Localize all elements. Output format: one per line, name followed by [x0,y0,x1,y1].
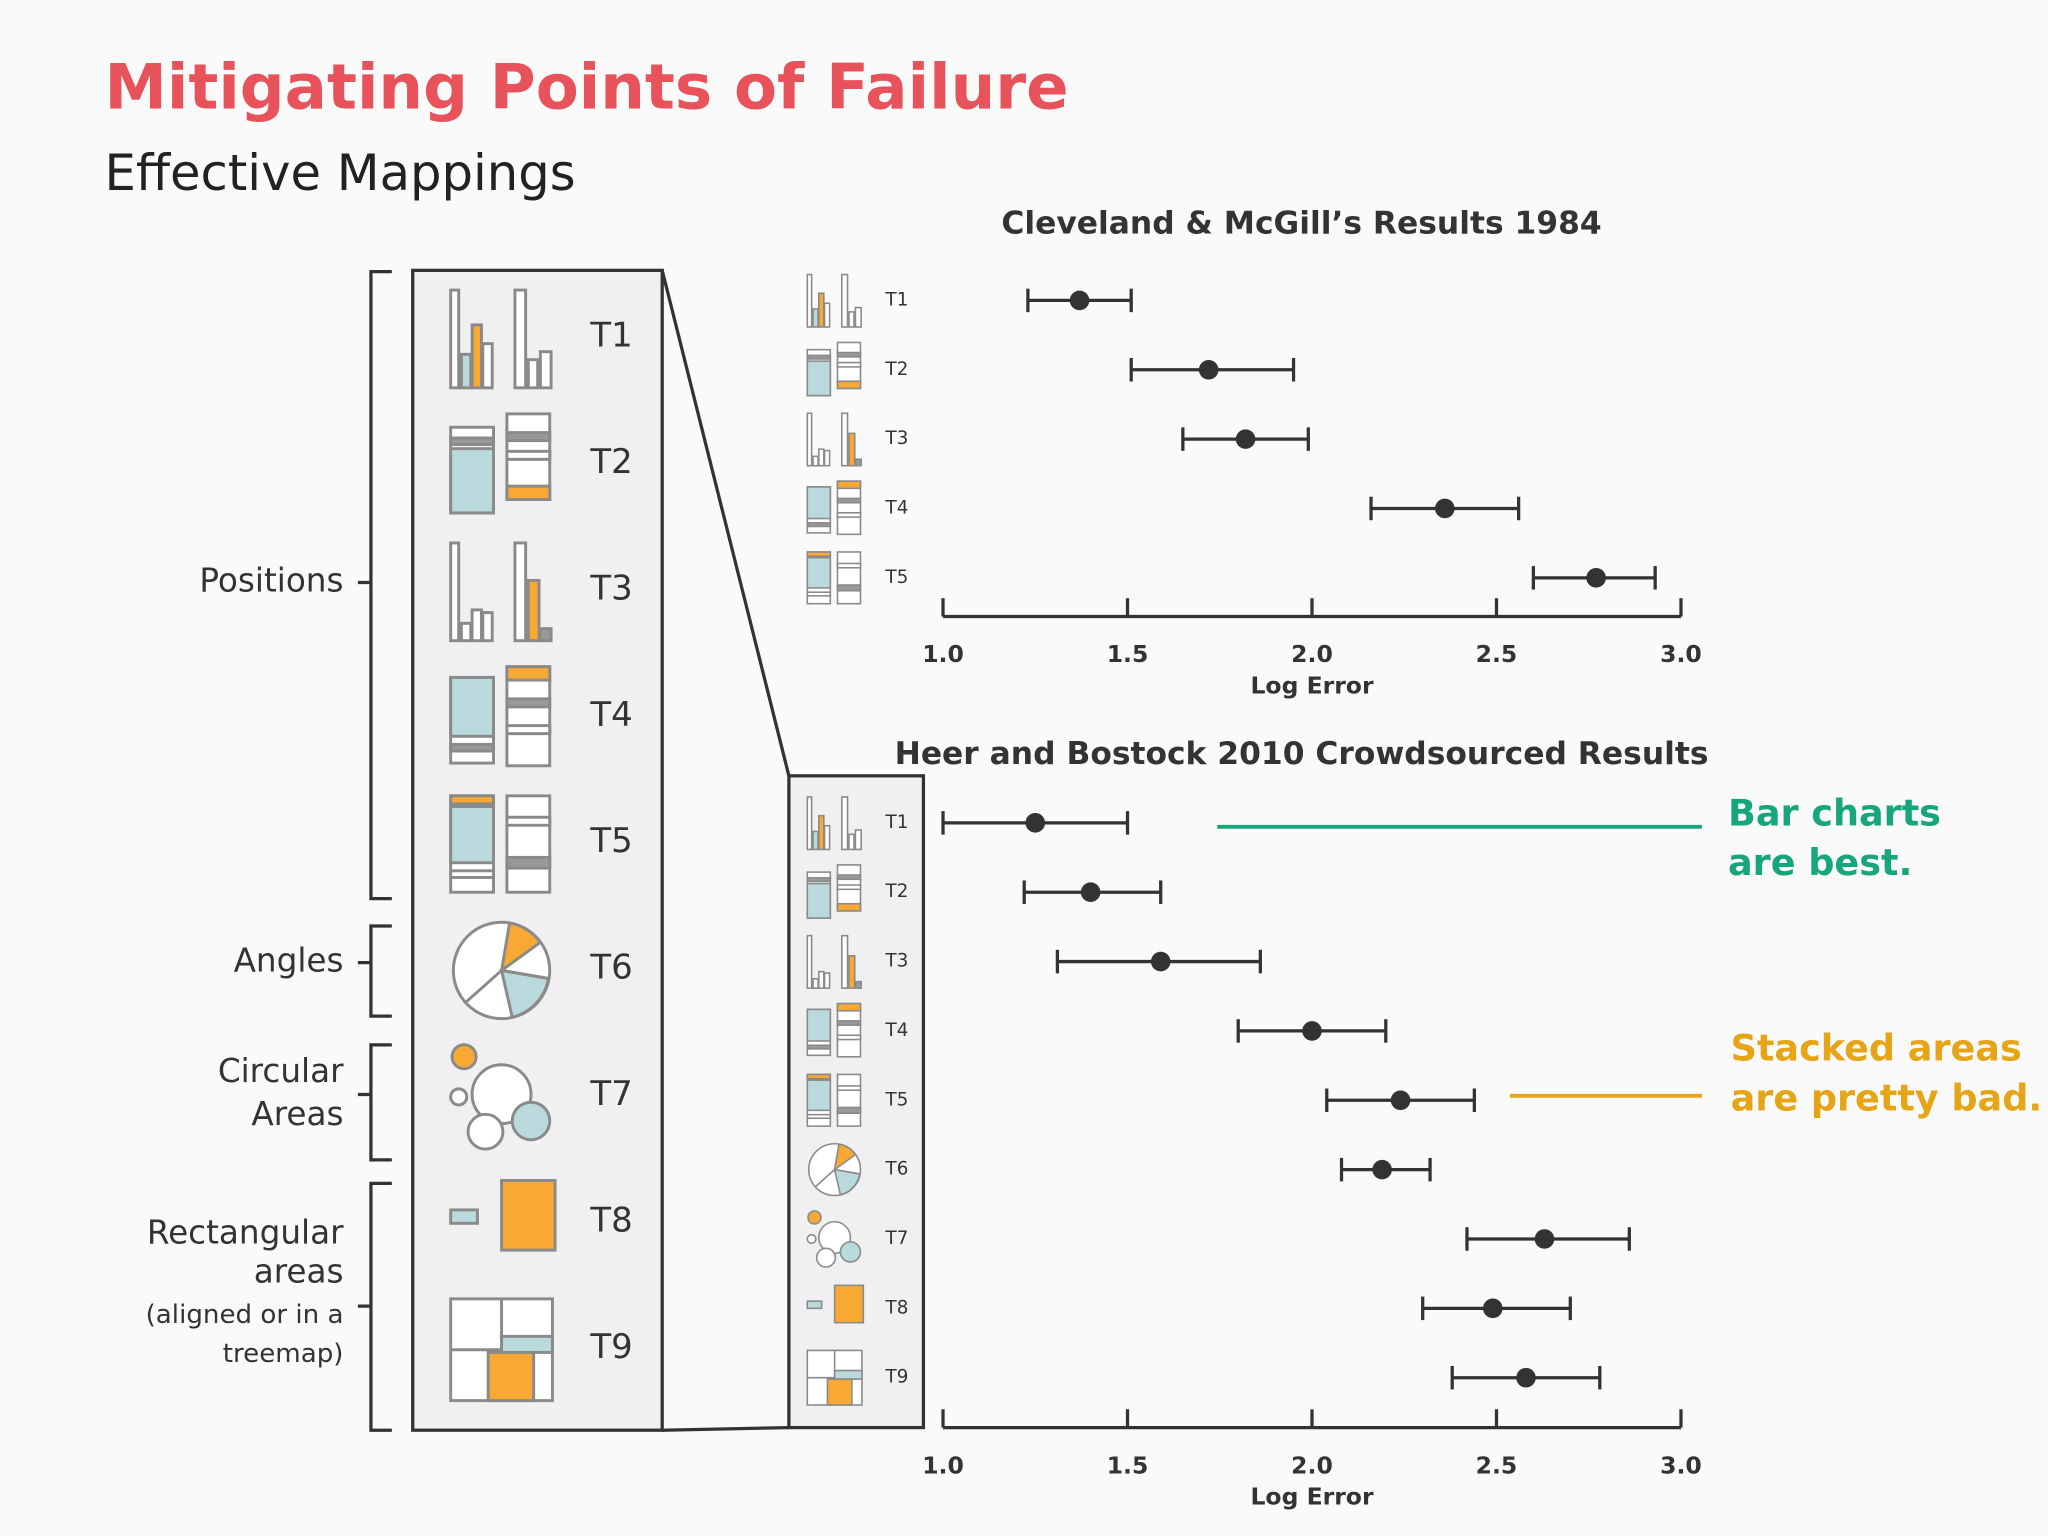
point [1534,1229,1555,1249]
mapping-label: T1 [589,315,632,355]
row-label: T5 [885,567,909,588]
mapping-label: T9 [589,1327,632,1367]
group-label: treemap) [223,1339,344,1369]
point [1080,882,1101,903]
x-tick-label: 3.0 [1660,1451,1702,1479]
group-label: Angles [234,942,344,980]
point [1372,1159,1392,1180]
mapping-icon [806,480,862,536]
annotation-text: are best. [1728,841,1912,884]
annotation-text: are pretty bad. [1731,1076,2043,1119]
page-subtitle: Effective Mappings [104,144,575,202]
x-tick-label: 2.5 [1476,640,1518,668]
chart-title: Heer and Bostock 2010 Crowdsourced Resul… [895,736,1709,772]
point [1516,1367,1536,1388]
mapping-icon [806,551,862,605]
mapping-icon [449,1297,554,1403]
row-label: T6 [885,1159,909,1180]
annotation-text: Stacked areas [1731,1027,2022,1070]
group-bracket [357,270,392,901]
chart-title: Cleveland & McGill’s Results 1984 [1001,206,1601,242]
point [1198,359,1219,380]
mapping-label: T6 [589,948,632,988]
row-label: T9 [885,1367,909,1388]
page-title: Mitigating Points of Failure [104,51,1068,124]
row-label: T3 [885,951,909,972]
group-label: Circular [218,1052,344,1090]
x-tick-label: 2.0 [1291,1451,1333,1479]
mapping-icon [806,273,862,328]
row-label: T4 [885,1020,909,1041]
x-tick-label: 1.5 [1107,1451,1149,1479]
row-label: T4 [885,497,909,518]
row-label: T8 [885,1297,909,1318]
group-bracket [357,1181,392,1432]
x-tick-label: 2.5 [1476,1451,1518,1479]
zoom-lines [660,269,791,1432]
x-tick-label: 2.0 [1291,640,1333,668]
group-bracket [357,1043,392,1162]
x-axis-label: Log Error [1250,672,1373,700]
annotation-text: Bar charts [1728,792,1941,835]
x-tick-label: 1.0 [922,1451,964,1479]
point [1235,429,1256,449]
point [1150,951,1171,972]
group-label: Positions [199,562,343,600]
mapping-icon [451,920,552,1021]
group-bracket [357,924,392,1018]
point [1302,1021,1322,1041]
mapping-icon [806,1349,863,1406]
row-label: T7 [885,1228,909,1249]
row-label: T3 [885,428,909,449]
mapping-label: T4 [589,695,632,735]
mapping-label: T8 [589,1201,632,1241]
group-label: (aligned or in a [146,1300,344,1330]
row-label: T2 [885,881,909,902]
point [1483,1298,1503,1319]
group-label: Rectangular [147,1213,344,1251]
group-label: areas [254,1252,344,1290]
row-label: T2 [885,359,909,380]
x-tick-label: 1.0 [922,640,964,668]
point [1069,290,1090,311]
point [1435,498,1455,519]
point [1025,813,1046,833]
x-axis-label: Log Error [1250,1483,1373,1511]
mapping-label: T3 [589,568,632,608]
mapping-icon [806,341,862,397]
mapping-label: T2 [589,442,632,482]
row-label: T5 [885,1089,909,1110]
row-label: T1 [885,289,909,310]
x-tick-label: 3.0 [1660,640,1702,668]
point [1586,568,1606,588]
row-label: T1 [885,812,909,833]
mapping-label: T7 [589,1074,632,1114]
mapping-icon [807,1142,862,1197]
mapping-icon [806,412,862,467]
mapping-label: T5 [589,821,632,861]
x-tick-label: 1.5 [1107,640,1149,668]
point [1390,1090,1411,1111]
group-label: Areas [251,1095,343,1133]
